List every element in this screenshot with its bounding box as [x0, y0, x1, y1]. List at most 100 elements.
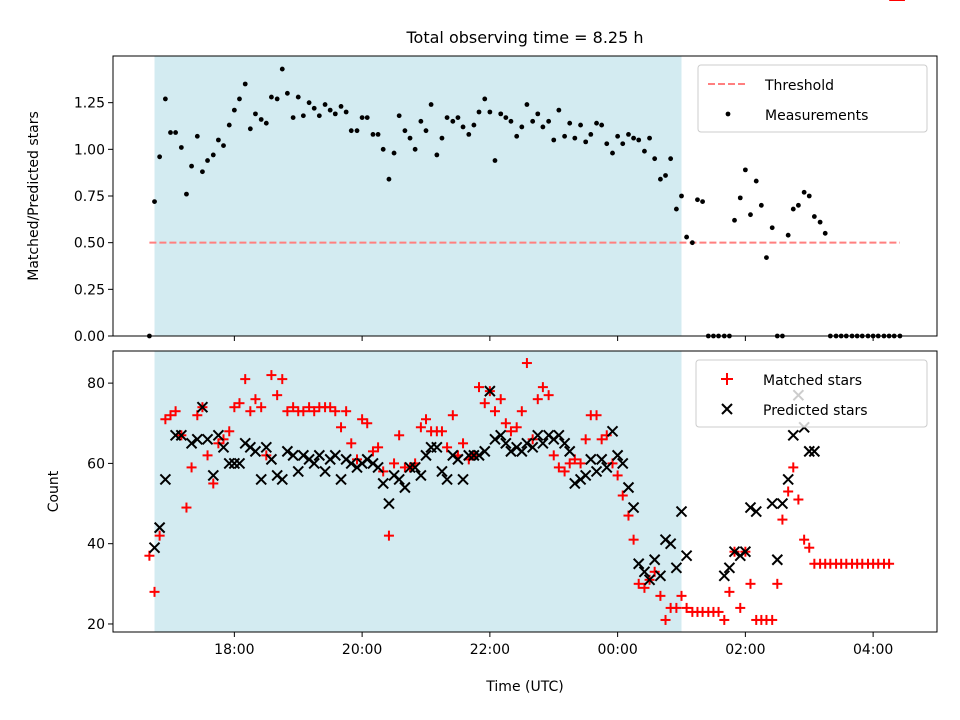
- predicted-stars-points: [148, 385, 821, 586]
- measurement-point: [732, 217, 737, 223]
- matched-star-point: [532, 394, 543, 405]
- measurement-point: [535, 111, 541, 117]
- predicted-star-point: [744, 501, 757, 514]
- predicted-star-point: [233, 457, 246, 470]
- predicted-star-point: [787, 429, 799, 442]
- matched-star-point: [489, 406, 500, 417]
- measurement-point: [679, 193, 684, 199]
- matched-star-point: [458, 438, 469, 449]
- measurement-point: [157, 154, 163, 160]
- matched-star-point: [394, 430, 405, 441]
- predicted-star-point: [579, 469, 592, 482]
- count-y-tick-label: 20: [87, 617, 105, 633]
- matched-star-point: [208, 478, 219, 489]
- x-tick-label: 18:00: [214, 642, 254, 658]
- measurement-point: [215, 137, 221, 143]
- matched-star-point: [601, 430, 612, 441]
- predicted-star-point: [808, 445, 821, 458]
- predicted-star-point: [383, 497, 395, 510]
- measurement-point: [380, 146, 386, 152]
- predicted-star-point: [153, 521, 166, 534]
- measurement-point: [354, 128, 360, 134]
- matched-star-point: [783, 486, 794, 497]
- measurement-point: [508, 118, 514, 124]
- measurement-point: [471, 122, 477, 128]
- measurement-point: [338, 104, 344, 109]
- measurement-point: [737, 195, 743, 201]
- matched-star-point: [559, 466, 570, 477]
- matched-star-point: [170, 406, 181, 417]
- measurement-point: [295, 94, 301, 100]
- matched-star-point: [735, 602, 746, 613]
- matched-star-point: [495, 394, 506, 405]
- measurement-point: [551, 137, 557, 143]
- ratio-legend: Threshold Measurements: [697, 64, 928, 133]
- measurement-point: [311, 105, 317, 111]
- measurement-point: [173, 130, 178, 135]
- matched-star-point: [149, 586, 160, 597]
- matched-star-point: [309, 406, 320, 417]
- legend-predicted-swatch: [721, 403, 733, 415]
- matched-star-point: [676, 590, 687, 601]
- legend-matched-label: Matched stars: [763, 373, 862, 389]
- measurement-point: [290, 115, 296, 120]
- measurement-point: [519, 124, 525, 130]
- matched-star-point: [181, 502, 192, 513]
- measurement-point: [615, 133, 621, 139]
- matched-star-point: [772, 578, 783, 589]
- x-tick-label: 22:00: [470, 642, 510, 658]
- count-y-tick-label: 80: [87, 376, 105, 392]
- predicted-star-point: [601, 461, 613, 474]
- matched-star-point: [186, 462, 197, 473]
- measurement-point: [684, 234, 690, 240]
- predicted-star-point: [335, 473, 347, 486]
- predicted-star-point: [223, 457, 235, 470]
- matched-star-point: [516, 406, 527, 417]
- predicted-star-point: [585, 453, 597, 466]
- matched-star-point: [256, 402, 267, 413]
- matched-star-point: [165, 410, 176, 421]
- matched-star-point: [553, 462, 564, 473]
- predicted-star-point: [723, 562, 736, 574]
- matched-star-point: [500, 418, 511, 429]
- predicted-star-point: [207, 469, 219, 482]
- measurement-point: [695, 197, 700, 203]
- matched-star-point: [719, 614, 730, 625]
- measurement-point: [610, 150, 615, 156]
- predicted-star-point: [196, 401, 209, 413]
- predicted-star-point: [505, 445, 517, 458]
- predicted-star-point: [175, 429, 188, 442]
- observing-span-top: [154, 56, 682, 336]
- matched-star-point: [373, 442, 384, 453]
- measurement-point: [178, 145, 184, 150]
- measurement-point: [322, 102, 328, 107]
- measurement-point: [407, 135, 413, 141]
- predicted-star-point: [265, 453, 278, 466]
- predicted-star-point: [377, 477, 389, 490]
- matched-star-point: [745, 578, 756, 589]
- measurement-point: [466, 132, 472, 137]
- measurement-point: [237, 96, 242, 102]
- predicted-star-point: [281, 445, 294, 458]
- measurement-point: [689, 240, 695, 246]
- predicted-star-point: [287, 449, 299, 462]
- predicted-star-point: [436, 465, 448, 478]
- matched-star-point: [633, 578, 644, 589]
- predicted-star-point: [654, 570, 667, 582]
- matched-star-point: [357, 414, 368, 425]
- measurement-point: [482, 96, 488, 102]
- matched-star-point: [346, 438, 357, 449]
- measurement-point: [817, 219, 823, 225]
- legend-predicted-label: Predicted stars: [763, 403, 868, 419]
- measurement-point: [556, 107, 562, 113]
- matched-star-point: [548, 450, 559, 461]
- matched-star-point: [767, 614, 778, 625]
- predicted-star-point: [292, 465, 304, 478]
- predicted-star-point: [739, 546, 752, 558]
- measurement-point: [663, 173, 668, 178]
- matched-star-point: [564, 458, 575, 469]
- measurement-point: [189, 163, 194, 169]
- measurement-point: [748, 212, 753, 218]
- matched-star-point: [277, 374, 288, 385]
- matched-star-point: [389, 458, 400, 469]
